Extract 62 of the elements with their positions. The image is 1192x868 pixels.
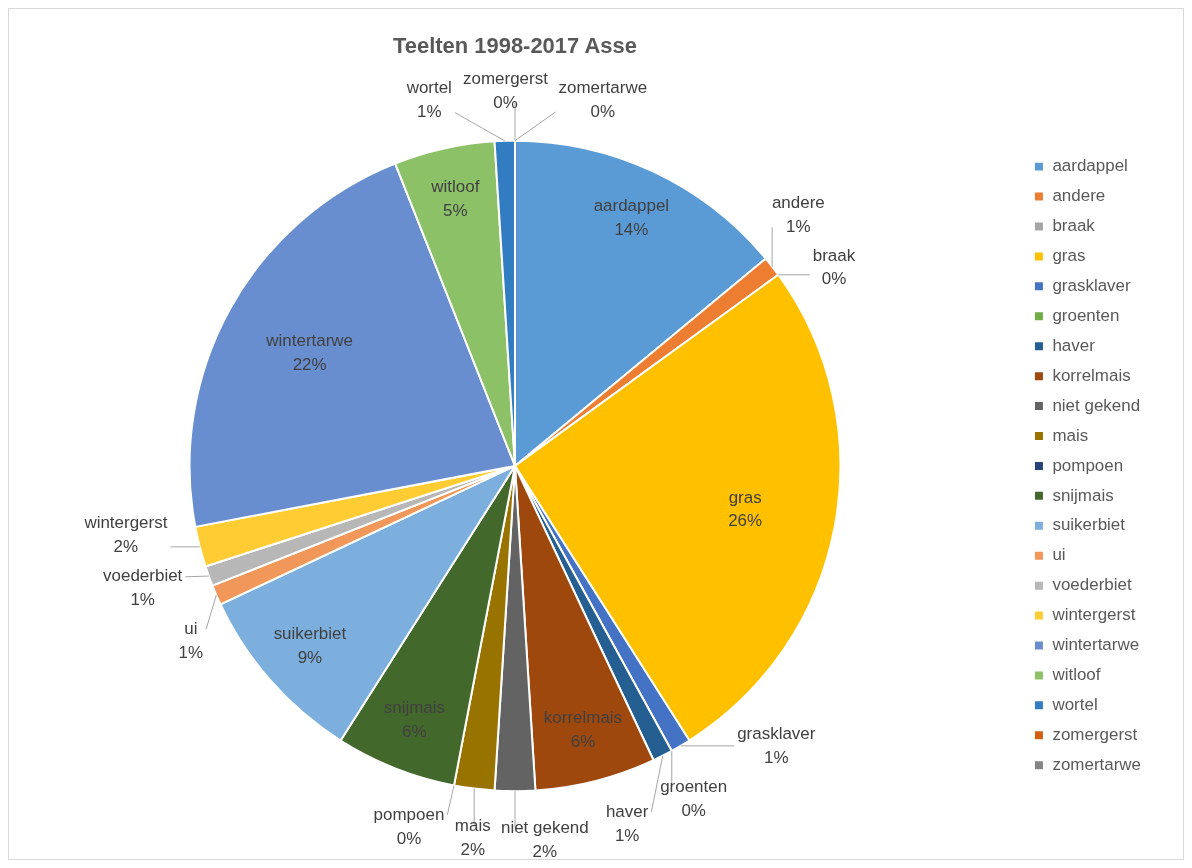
data-label: 22% — [292, 354, 327, 374]
legend-label: zomertarwe — [1052, 754, 1142, 774]
category-label: pompoen — [373, 804, 445, 824]
legend-label: korrelmais — [1052, 365, 1131, 385]
text: 0% — [493, 92, 518, 112]
slice-label: ui — [184, 618, 198, 638]
slice-label: suikerbiet — [273, 624, 347, 644]
slice-label: wintertarwe — [265, 330, 354, 350]
slice-label: mais — [454, 816, 491, 836]
legend-label: groenten — [1052, 305, 1120, 325]
slice-label: niet gekend — [500, 817, 589, 837]
data-label: 9% — [297, 648, 323, 668]
data-label: 26% — [728, 511, 763, 531]
legend-label: haver — [1052, 335, 1096, 355]
legend-label: suikerbiet — [1052, 515, 1126, 535]
data-label: 14% — [614, 220, 649, 240]
slice-label: grasklaver — [737, 724, 816, 744]
legend-label: pompoen — [1052, 455, 1124, 475]
data-label: 2% — [532, 841, 558, 861]
data-label: 1% — [130, 590, 155, 610]
data-label: 1% — [416, 102, 442, 122]
legend-label: andere — [1052, 186, 1106, 206]
slice-label: haver — [605, 801, 649, 821]
text: 0% — [681, 800, 706, 820]
legend-label: braak — [1052, 216, 1096, 236]
chart-title: Teelten 1998-2017 Asse — [392, 32, 637, 58]
text: 0% — [821, 269, 847, 289]
category-label: zomergerst — [463, 68, 548, 88]
data-label: 1% — [786, 216, 811, 236]
legend-label: wintertarwe — [1051, 635, 1140, 655]
data-label: 5% — [443, 200, 468, 220]
legend-label: wortel — [1051, 695, 1098, 715]
data-label: 1% — [764, 748, 789, 768]
data-label: 2% — [113, 536, 139, 556]
slice-label: aardappel — [593, 196, 670, 216]
legend-label: zomergerst — [1052, 724, 1138, 744]
slice-label: wintergerst — [83, 512, 168, 532]
legend-label: mais — [1052, 425, 1089, 445]
category-label: zomertarwe — [558, 77, 648, 97]
slice-label: voederbiet — [103, 566, 183, 586]
category-label: braak — [812, 245, 856, 265]
legend-label: gras — [1052, 246, 1086, 266]
legend-label: voederbiet — [1052, 575, 1132, 595]
legend-label: grasklaver — [1052, 276, 1131, 296]
slice-label: wortel — [405, 78, 452, 98]
data-label: 6% — [570, 732, 596, 752]
slice-label: witloof — [430, 177, 480, 197]
data-label: 1% — [614, 825, 640, 845]
text: 0% — [590, 101, 616, 121]
slice-label: korrelmais — [543, 708, 623, 728]
legend-label: niet gekend — [1052, 395, 1141, 415]
legend-label: aardappel — [1052, 156, 1128, 176]
legend-label: ui — [1052, 545, 1066, 565]
slice-label: gras — [728, 487, 762, 507]
data-label: 2% — [460, 840, 486, 860]
legend-label: snijmais — [1052, 485, 1114, 505]
slice-label: andere — [771, 193, 825, 212]
legend-label: wintergerst — [1051, 605, 1136, 625]
legend-label: witloof — [1051, 665, 1101, 685]
data-label: 1% — [178, 642, 204, 662]
text: 0% — [396, 828, 422, 848]
category-label: groenten — [660, 776, 728, 796]
